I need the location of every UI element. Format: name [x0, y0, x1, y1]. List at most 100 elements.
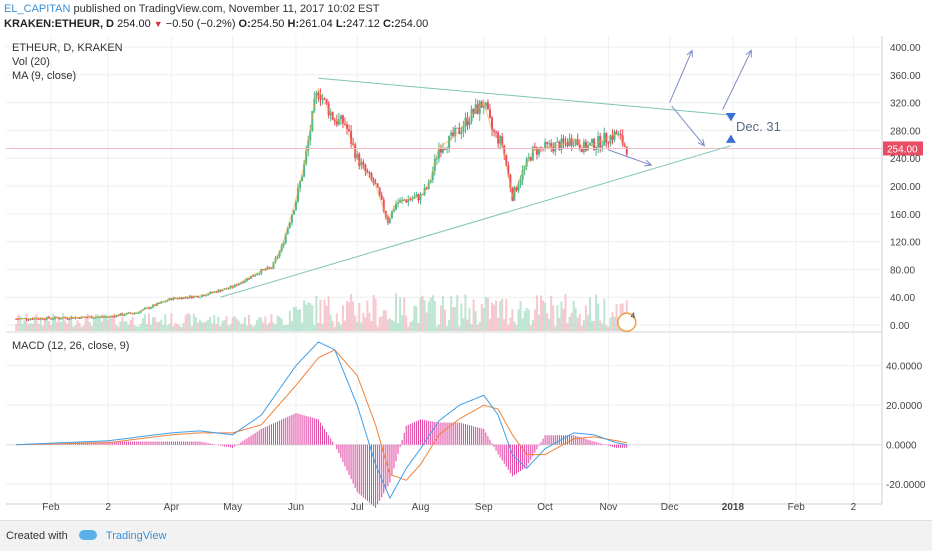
volume-bar: [313, 325, 316, 332]
volume-bar: [572, 300, 575, 332]
candle-body: [245, 278, 248, 281]
chart-frame[interactable]: 254.00 4 0.00 40.00 80.00 120.00 160.00 200.00…: [0, 36, 932, 518]
macd-tick-label: 40.0000: [886, 362, 923, 373]
candle-body: [562, 138, 565, 143]
candle-body: [582, 141, 585, 153]
volume-bar: [166, 325, 169, 332]
volume-bar: [147, 313, 150, 332]
volume-bar: [86, 314, 89, 332]
volume-bar: [25, 313, 28, 332]
price-tick-label: 240.00: [890, 154, 921, 165]
candle-body: [237, 283, 240, 286]
volume-bar: [595, 294, 598, 332]
candle-body: [49, 318, 52, 320]
candle-body: [131, 313, 134, 315]
volume-bar: [427, 301, 430, 332]
high-value: 261.04: [299, 18, 333, 30]
volume-bar: [272, 322, 275, 332]
volume-bar: [70, 315, 73, 332]
volume-bar: [350, 294, 353, 332]
volume-bar: [429, 297, 432, 332]
candle-body: [364, 164, 367, 172]
candle-body: [550, 143, 553, 148]
volume-bar: [578, 313, 581, 332]
volume-bar: [525, 308, 528, 332]
volume-bar: [309, 303, 312, 332]
volume-bar: [546, 313, 549, 332]
volume-bar: [301, 322, 304, 332]
volume-bar: [599, 320, 602, 332]
volume-bar: [464, 294, 467, 332]
volume-bar: [27, 324, 30, 332]
candle-body: [51, 318, 54, 320]
volume-bar: [115, 324, 118, 332]
volume-bar: [203, 322, 206, 332]
volume-bar: [223, 320, 226, 332]
volume-bar: [217, 316, 220, 332]
projection-arrow: [722, 50, 752, 110]
candle-body: [392, 209, 395, 212]
ma-legend: MA (9, close): [12, 70, 76, 82]
macd-legend: MACD (12, 26, close, 9): [12, 340, 129, 352]
price-tick-label: 0.00: [890, 321, 910, 332]
time-tick-label: 2: [105, 502, 111, 513]
volume-bar: [348, 302, 351, 332]
volume-bar: [319, 299, 322, 332]
candle-body: [135, 312, 138, 314]
volume-bar: [194, 317, 197, 332]
candle-body: [482, 106, 485, 108]
volume-bar: [268, 322, 271, 332]
volume-bar: [593, 320, 596, 332]
candle-body: [221, 289, 224, 292]
volume-bar: [589, 297, 591, 332]
volume-bar: [160, 319, 163, 332]
candle-body: [297, 188, 299, 202]
candle-body: [366, 171, 369, 173]
volume-bar: [460, 303, 463, 332]
volume-bar: [413, 305, 416, 332]
volume-bar: [198, 319, 201, 332]
volume-bar: [21, 323, 24, 332]
volume-bar: [358, 302, 361, 332]
candle-body: [94, 317, 97, 319]
volume-bar: [33, 316, 36, 332]
candle-body: [488, 109, 491, 118]
candle-body: [149, 307, 152, 309]
tradingview-brand-link[interactable]: TradingView: [105, 530, 167, 542]
volume-bar: [62, 313, 65, 332]
volume-bar: [168, 323, 171, 332]
volume-bar: [409, 321, 412, 332]
candle-body: [515, 187, 518, 191]
volume-bar: [41, 325, 44, 332]
created-with-label: Created with: [6, 530, 68, 542]
volume-bar: [188, 314, 191, 332]
candle-body: [29, 318, 32, 320]
candle-layer: [15, 88, 628, 321]
candle-body: [478, 101, 481, 114]
volume-bar: [437, 324, 440, 332]
candle-body: [468, 121, 471, 126]
candle-body: [317, 92, 320, 96]
chart-svg[interactable]: 254.00 4 0.00 40.00 80.00 120.00 160.00 200.00…: [0, 36, 932, 518]
volume-bar: [433, 300, 436, 332]
candle-body: [207, 294, 210, 296]
price-tick-label: 200.00: [890, 182, 921, 193]
volume-bar: [135, 326, 138, 332]
volume-bar: [531, 320, 534, 332]
volume-bar: [354, 315, 357, 332]
candle-body: [544, 141, 547, 149]
volume-bar: [617, 326, 620, 332]
volume-bar: [176, 324, 179, 332]
volume-bar: [425, 312, 428, 332]
volume-bar: [386, 319, 389, 332]
volume-bar: [378, 317, 381, 332]
volume-bar: [527, 309, 530, 332]
volume-bar: [54, 318, 57, 332]
author-link[interactable]: EL_CAPITAN: [4, 3, 71, 15]
volume-bar: [243, 316, 246, 332]
volume-bar: [231, 317, 234, 332]
candle-body: [619, 133, 622, 136]
volume-bar: [341, 305, 344, 332]
volume-bar: [127, 324, 130, 332]
volume-bar: [554, 326, 557, 332]
